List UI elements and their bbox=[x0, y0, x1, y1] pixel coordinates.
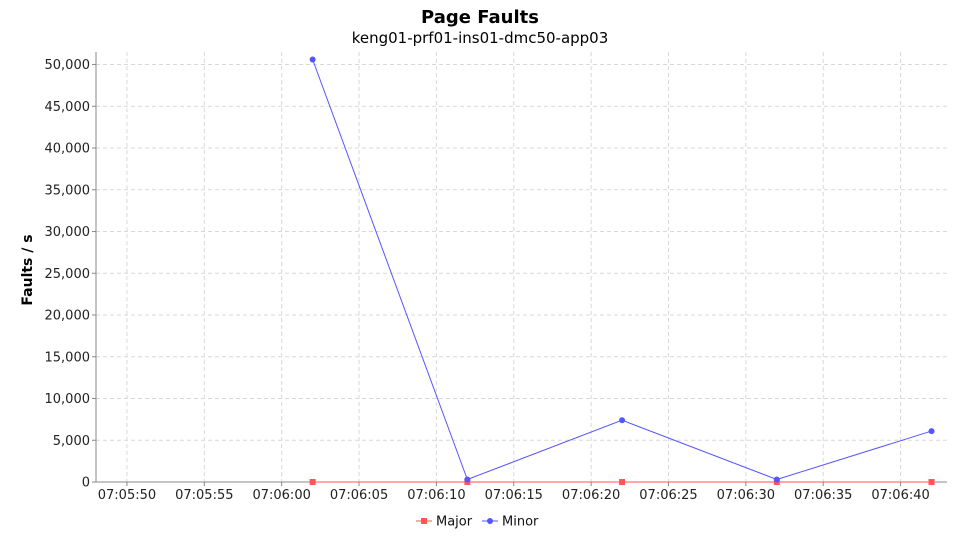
y-tick-labels: 0 5,000 10,000 15,000 20,000 25,000 30,000 35,0… bbox=[45, 58, 91, 490]
x-tick-label: 07:06:15 bbox=[485, 488, 543, 503]
chart-title: Page Faults bbox=[421, 7, 539, 28]
x-tick-label: 07:06:00 bbox=[252, 488, 310, 503]
data-point-minor bbox=[928, 428, 935, 435]
x-tick-label: 07:06:10 bbox=[407, 488, 465, 503]
y-tick-label: 35,000 bbox=[45, 183, 91, 198]
y-tick-label: 5,000 bbox=[53, 434, 90, 449]
y-tick-label: 40,000 bbox=[45, 142, 91, 157]
y-tick-label: 20,000 bbox=[45, 309, 91, 324]
x-tick-labels: 07:05:50 07:05:55 07:06:00 07:06:05 07:06:10… bbox=[98, 488, 930, 503]
legend-label-major: Major bbox=[436, 515, 473, 530]
legend-label-minor: Minor bbox=[502, 515, 539, 530]
x-tick-label: 07:05:55 bbox=[175, 488, 233, 503]
series-line-minor bbox=[312, 59, 932, 481]
x-tick-label: 07:06:20 bbox=[562, 488, 620, 503]
x-tick-label: 07:05:50 bbox=[98, 488, 156, 503]
grid bbox=[96, 52, 947, 483]
legend: Major Minor bbox=[416, 515, 539, 530]
y-tick-label: 0 bbox=[82, 476, 90, 491]
y-tick-label: 10,000 bbox=[45, 392, 91, 407]
data-point-major bbox=[309, 479, 316, 485]
x-tick-label: 07:06:25 bbox=[639, 488, 697, 503]
axes bbox=[92, 52, 947, 486]
x-tick-label: 07:06:30 bbox=[717, 488, 775, 503]
x-tick-label: 07:06:05 bbox=[330, 488, 388, 503]
series-lines bbox=[309, 56, 935, 485]
data-point-minor bbox=[309, 56, 316, 63]
y-tick-label: 30,000 bbox=[45, 225, 91, 240]
data-point-minor bbox=[464, 476, 471, 483]
y-tick-label: 25,000 bbox=[45, 267, 91, 282]
legend-marker-major bbox=[421, 518, 427, 524]
data-point-minor bbox=[773, 476, 780, 483]
y-axis-label: Faults / s bbox=[20, 234, 36, 305]
x-tick-label: 07:06:35 bbox=[794, 488, 852, 503]
y-tick-label: 50,000 bbox=[45, 58, 91, 73]
x-tick-label: 07:06:40 bbox=[871, 488, 929, 503]
chart-subtitle: keng01-prf01-ins01-dmc50-app03 bbox=[352, 29, 609, 47]
legend-marker-minor bbox=[487, 518, 493, 524]
data-point-minor bbox=[619, 417, 626, 424]
y-tick-label: 15,000 bbox=[45, 350, 91, 365]
data-point-major bbox=[619, 479, 626, 485]
data-point-major bbox=[928, 479, 935, 485]
y-tick-label: 45,000 bbox=[45, 100, 91, 115]
